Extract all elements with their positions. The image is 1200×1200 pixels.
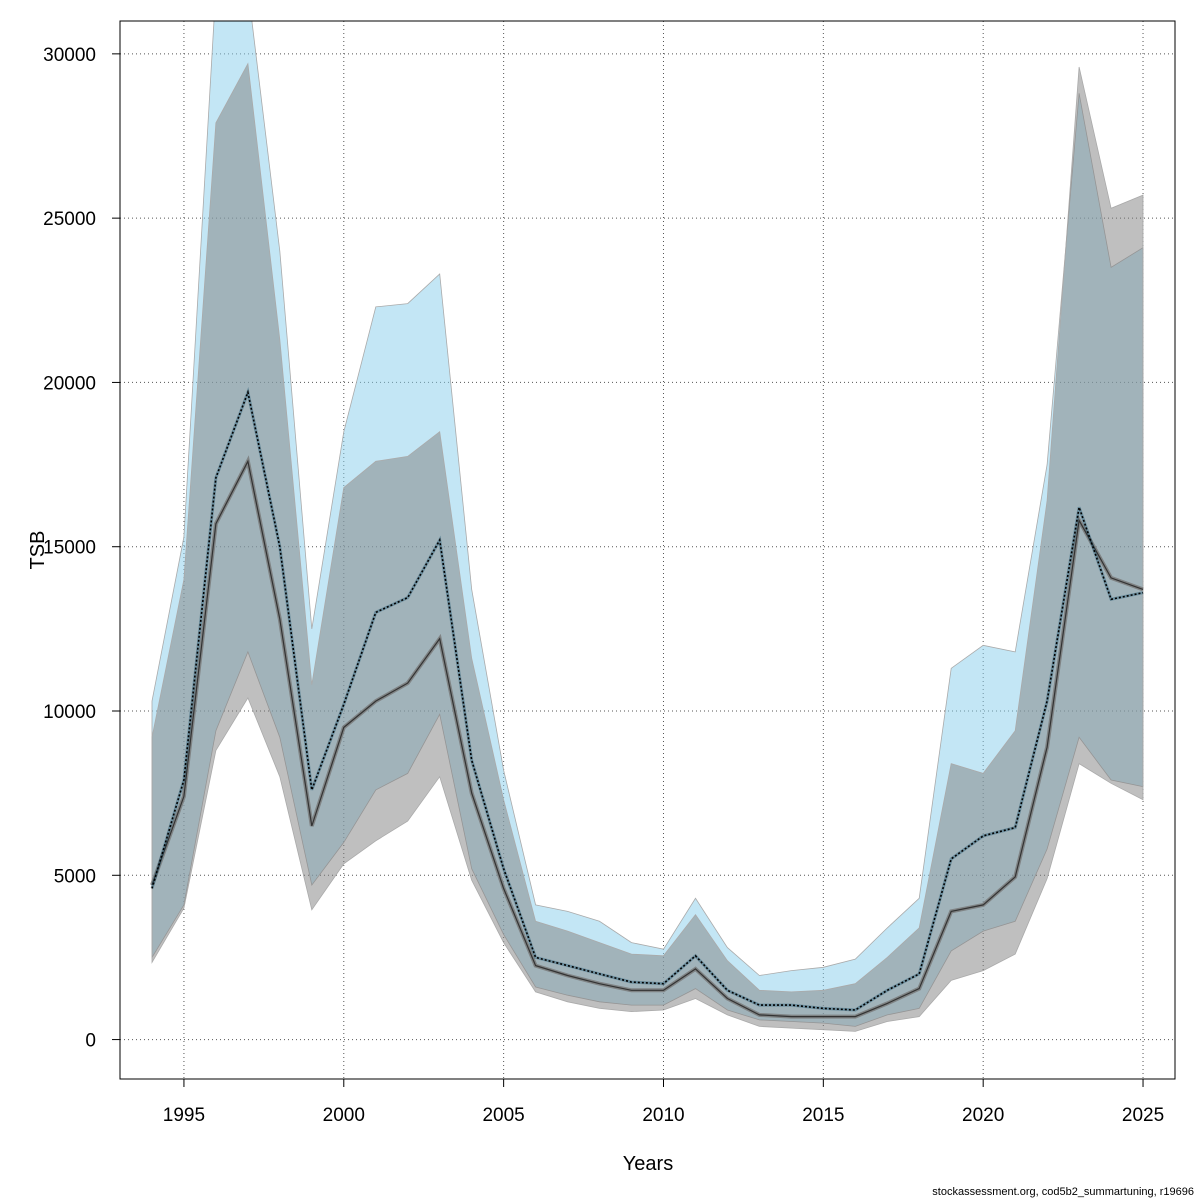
y-tick-label: 5000 <box>54 866 96 887</box>
line-reference <box>151 459 1144 1018</box>
plot-frame <box>119 20 1176 1080</box>
x-tick-label: 2020 <box>962 1105 1004 1126</box>
confidence-bands <box>151 21 1144 1032</box>
line-summartuning <box>151 389 1144 1011</box>
estimate-lines <box>150 386 1144 1019</box>
y-tick-label: 0 <box>85 1031 96 1052</box>
band-reference <box>151 62 1144 1032</box>
y-axis: 0 5000 10000 15000 20000 25000 30000 <box>43 45 120 1052</box>
y-axis-title: TSB <box>27 531 49 570</box>
x-axis: 1995 2000 2005 2010 2015 2020 2025 <box>163 1079 1164 1126</box>
x-tick-label: 2015 <box>802 1105 844 1126</box>
y-tick-label: 10000 <box>43 702 96 723</box>
y-tick-label: 20000 <box>43 373 96 394</box>
y-tick-label: 15000 <box>43 538 96 559</box>
x-tick-label: 2025 <box>1122 1105 1164 1126</box>
y-tick-label: 25000 <box>43 209 96 230</box>
y-tick-label: 30000 <box>43 45 96 66</box>
x-tick-label: 2005 <box>482 1105 524 1126</box>
footnote: stockassessment.org, cod5b2_summartuning… <box>932 1186 1194 1198</box>
x-axis-title: Years <box>623 1153 673 1175</box>
x-tick-label: 1995 <box>163 1105 205 1126</box>
x-tick-label: 2010 <box>642 1105 684 1126</box>
x-tick-label: 2000 <box>323 1105 365 1126</box>
